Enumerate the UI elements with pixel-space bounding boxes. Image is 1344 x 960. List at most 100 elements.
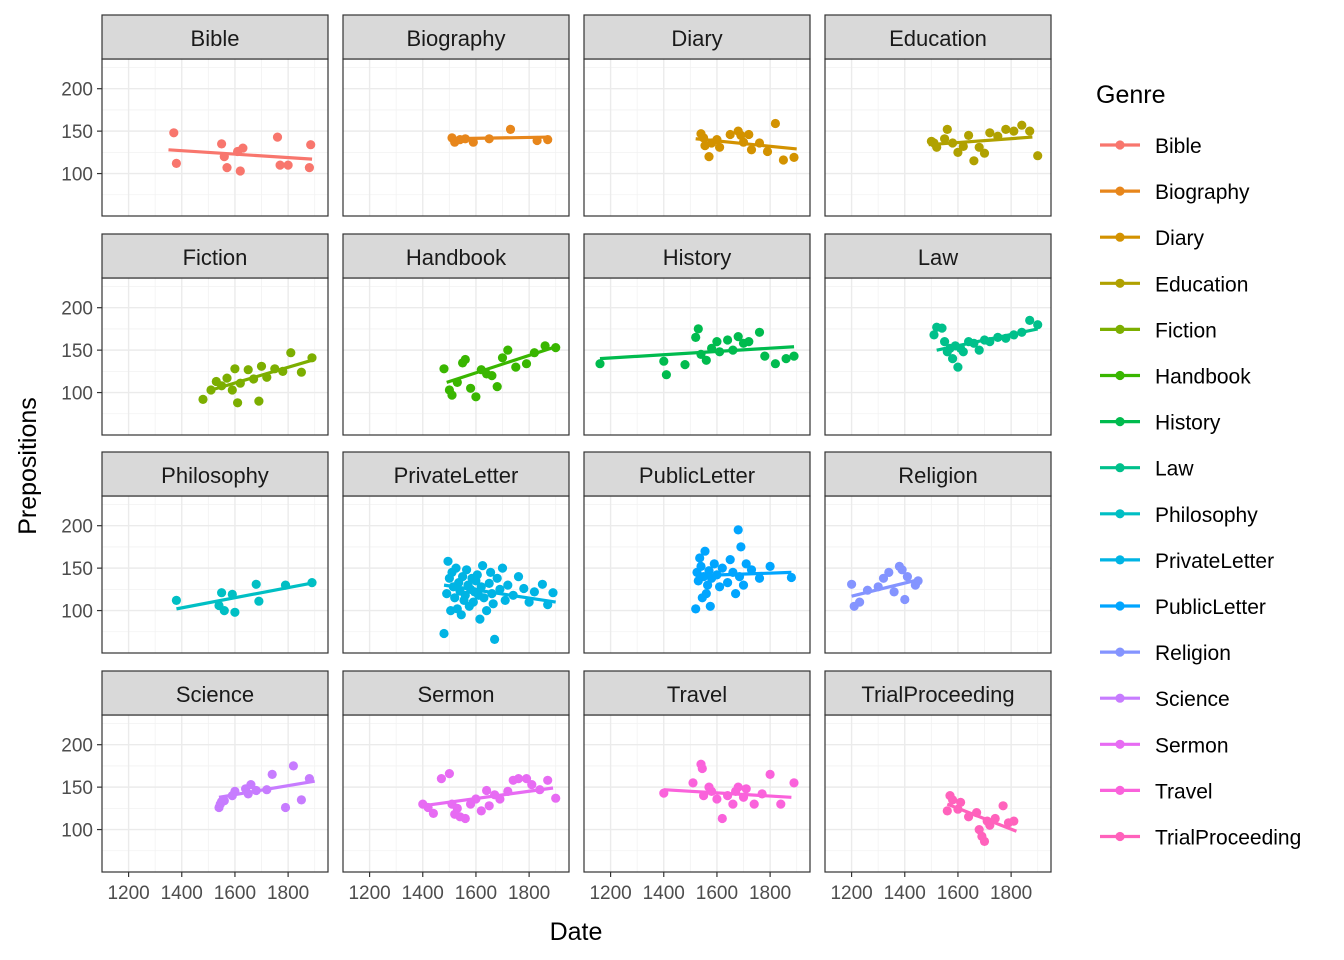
trend-line <box>168 148 313 161</box>
facet-strip <box>583 670 811 716</box>
facet-panel-privateletter: PrivateLetter <box>342 451 570 654</box>
legend-key-point <box>1115 140 1125 150</box>
y-tick-label: 200 <box>61 736 93 757</box>
facet-strip <box>342 14 570 60</box>
trend-line <box>695 137 797 151</box>
data-point <box>781 354 791 364</box>
facet-strip <box>583 233 811 279</box>
data-point <box>723 335 733 345</box>
data-point <box>171 595 181 606</box>
facet-panel-science: Science 100 150 200 1200 1400 1600 1800 <box>61 670 329 904</box>
data-point <box>680 360 690 370</box>
data-point <box>1009 816 1019 826</box>
facet-panel-handbook: Handbook <box>342 233 570 436</box>
y-tick-label: 200 <box>61 299 93 320</box>
data-point <box>937 323 947 333</box>
data-point <box>754 573 765 583</box>
data-point <box>484 801 494 811</box>
data-point <box>488 599 498 609</box>
y-tick-label: 100 <box>61 602 93 623</box>
legend-label: PublicLetter <box>1155 596 1266 619</box>
facet-strip <box>824 670 1052 716</box>
data-point <box>889 587 899 597</box>
facet-panel-trialproceeding: TrialProceeding 1200 1400 1600 1800 <box>824 670 1052 904</box>
trend-line <box>695 570 792 578</box>
legend-label: Bible <box>1155 135 1202 158</box>
data-point <box>762 146 773 157</box>
legend-item-history: History <box>1100 412 1221 435</box>
legend-label: Religion <box>1155 642 1231 665</box>
data-point <box>503 345 513 355</box>
legend-key-point <box>1115 186 1125 196</box>
x-tick-label: 1200 <box>589 883 631 904</box>
data-point <box>712 337 722 347</box>
data-point <box>1001 124 1011 134</box>
data-point <box>878 573 889 583</box>
data-point <box>725 129 735 140</box>
legend-key-point <box>1115 739 1125 749</box>
facet-strip-label: History <box>663 245 731 270</box>
data-point <box>964 130 974 140</box>
data-point <box>770 118 781 129</box>
data-point <box>723 578 733 588</box>
trend-line <box>936 327 1039 352</box>
data-point <box>1009 126 1019 136</box>
y-tick-label: 150 <box>61 341 93 362</box>
data-point <box>169 128 179 138</box>
data-point <box>691 332 701 342</box>
data-point <box>468 597 478 607</box>
data-point <box>855 597 865 607</box>
legend-title: Genre <box>1096 81 1165 109</box>
data-point <box>958 347 968 357</box>
data-point <box>497 563 508 573</box>
panel-background <box>102 278 328 435</box>
legend-label: Diary <box>1155 227 1205 250</box>
data-point <box>529 587 540 597</box>
data-point <box>478 561 488 571</box>
data-point <box>741 784 751 794</box>
data-point <box>283 160 293 170</box>
data-point <box>460 813 470 824</box>
data-point <box>198 394 208 404</box>
data-point <box>230 607 240 617</box>
facet-strip-label: Bible <box>191 26 240 51</box>
legend-item-privateletter: PrivateLetter <box>1100 550 1274 573</box>
data-point <box>456 610 466 620</box>
data-point <box>746 565 757 575</box>
data-point <box>233 398 243 408</box>
data-point <box>436 774 446 784</box>
data-point <box>765 769 775 780</box>
data-point <box>760 351 770 361</box>
panel-background <box>584 715 810 872</box>
legend-key-point <box>1115 831 1125 842</box>
data-point <box>979 836 990 847</box>
facet-strip <box>583 451 811 497</box>
data-point <box>482 606 492 616</box>
facet-strip-label: PrivateLetter <box>394 463 519 488</box>
legend-item-travel: Travel <box>1100 780 1213 803</box>
data-point <box>595 359 605 369</box>
facet-strip-label: Handbook <box>406 245 507 270</box>
legend-label: Philosophy <box>1155 504 1258 527</box>
data-point <box>733 525 743 535</box>
data-point <box>443 556 453 566</box>
facet-strip <box>101 670 329 716</box>
legend: Genre Bible Biography Diary Education Fictio… <box>1096 81 1301 850</box>
data-point <box>519 583 529 594</box>
facet-strip-label: Education <box>889 26 987 51</box>
data-point <box>490 634 500 645</box>
x-tick-label: 1800 <box>749 883 791 904</box>
facet-panel-philosophy: Philosophy 100 150 200 <box>61 451 329 654</box>
data-point <box>744 337 754 347</box>
panel-background <box>825 278 1051 435</box>
data-point <box>217 588 227 598</box>
data-point <box>246 780 256 790</box>
trend-line <box>443 583 556 604</box>
data-point <box>511 362 521 372</box>
data-point <box>661 370 672 380</box>
facet-strip <box>342 670 570 716</box>
data-point <box>492 573 502 583</box>
y-tick-label: 100 <box>61 821 93 842</box>
data-point <box>738 580 749 590</box>
legend-label: Fiction <box>1155 319 1217 342</box>
